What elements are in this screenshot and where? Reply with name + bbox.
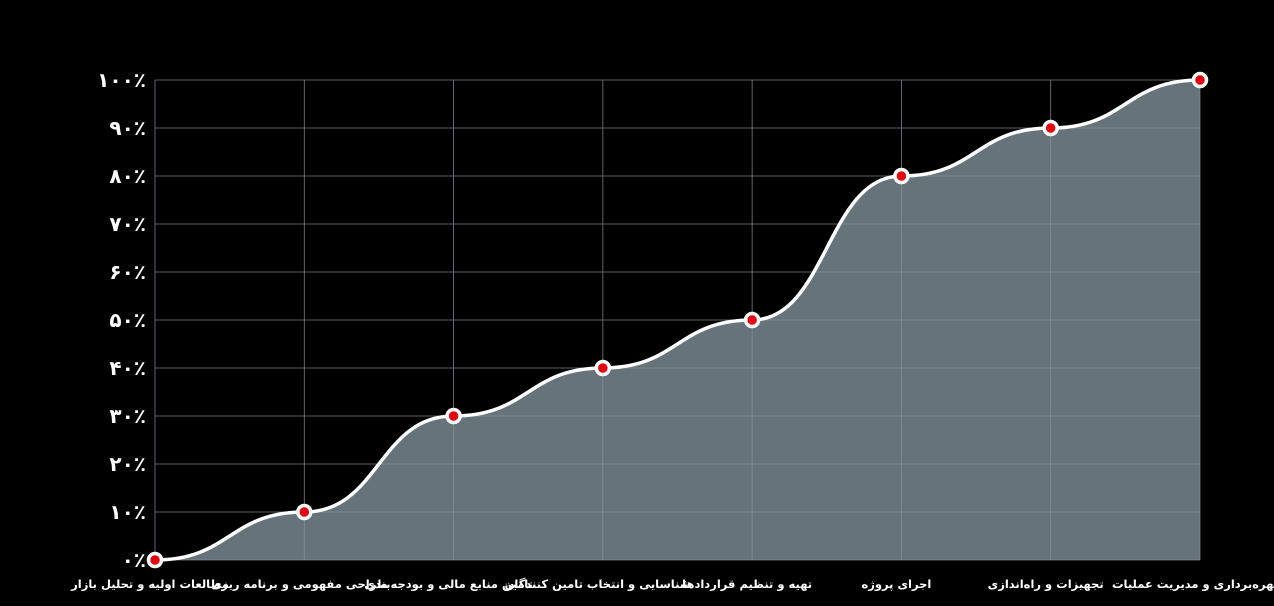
- y-tick-label: ۲۰٪: [109, 452, 146, 476]
- y-tick-label: ۹۰٪: [109, 116, 146, 140]
- data-point: [296, 503, 313, 521]
- y-tick-label: ۱۰۰٪: [97, 68, 146, 92]
- data-point: [445, 407, 462, 425]
- data-point: [146, 551, 164, 569]
- x-tick-label: شناسایی و انتخاب تامین کنندگان: [505, 577, 692, 592]
- y-tick-label: ۴۰٪: [109, 356, 146, 380]
- y-tick-label: ۰٪: [122, 548, 146, 572]
- area-fill: [155, 80, 1200, 560]
- x-tick-label: اجرای پروژه: [861, 577, 931, 592]
- x-tick-label: مطالعات اولیه و تحلیل بازار: [70, 577, 229, 592]
- x-tick-label: طراحی مفهومی و برنامه ریزی: [211, 577, 388, 592]
- x-tick-label: تجهیزات و راه‌اندازی: [988, 577, 1104, 592]
- data-point: [594, 359, 612, 377]
- x-tick-label: بهره‌برداری و مدیریت عملیات: [1112, 577, 1274, 592]
- y-tick-label: ۳۰٪: [109, 404, 146, 428]
- x-tick-label: تامین منابع مالی و بودجه‌بندی: [364, 577, 533, 592]
- y-tick-label: ۷۰٪: [109, 212, 146, 236]
- y-tick-label: ۶۰٪: [109, 260, 146, 284]
- y-tick-label: ۸۰٪: [109, 164, 146, 188]
- data-point: [893, 167, 910, 185]
- data-point: [1042, 119, 1059, 137]
- y-tick-label: ۱۰٪: [109, 500, 146, 524]
- series-line: [153, 78, 1202, 562]
- y-tick-label: ۵۰٪: [109, 308, 146, 332]
- data-point: [743, 311, 761, 329]
- data-point: [1191, 71, 1209, 89]
- x-tick-label: تهیه و تنظیم قراردادها: [682, 577, 812, 592]
